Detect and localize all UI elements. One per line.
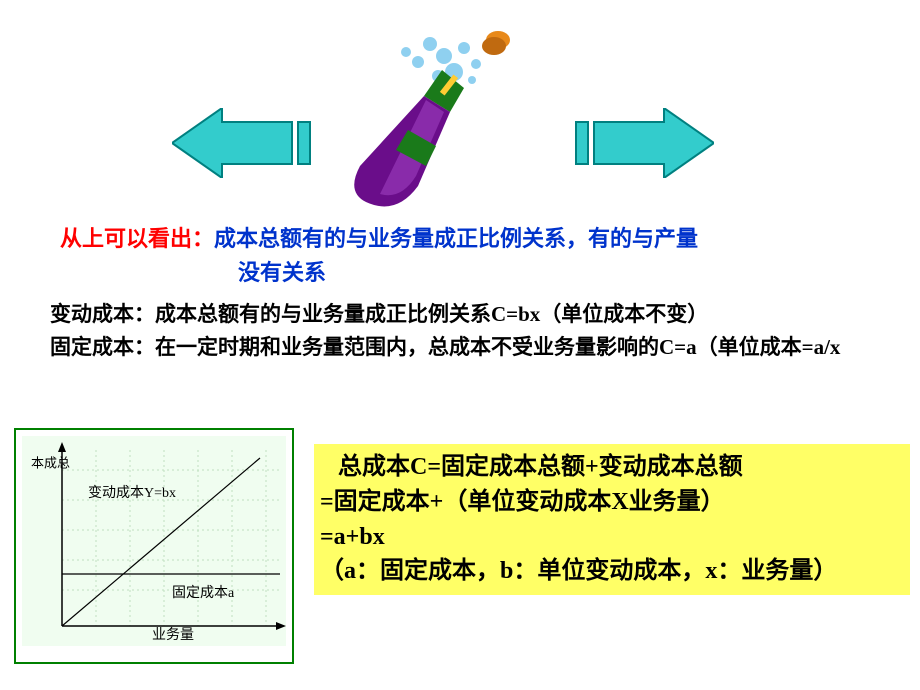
cork-shadow xyxy=(482,37,506,55)
chart-fixed-label: 固定成本a xyxy=(172,582,234,602)
summary-text: 从上可以看出：成本总额有的与业务量成正比例关系，有的与产量 没有关系 xyxy=(60,222,860,290)
y-axis-arrow xyxy=(58,442,66,452)
arrow-right-icon xyxy=(564,108,714,178)
chart-x-label: 业务量 xyxy=(152,624,194,644)
formula-line-1: 总成本C=固定成本总额+变动成本总额 xyxy=(320,450,904,485)
arrow-left-tail xyxy=(298,122,310,164)
x-axis-arrow xyxy=(276,622,286,630)
chart-y-label: 总成本 xyxy=(30,456,69,469)
formula-box: 总成本C=固定成本总额+变动成本总额 =固定成本+（单位变动成本X业务量） =a… xyxy=(314,444,910,595)
arrow-left-icon xyxy=(172,108,322,178)
summary-line-a: 成本总额有的与业务量成正比例关系，有的与产量 xyxy=(214,226,698,251)
summary-prefix: 从上可以看出： xyxy=(60,226,214,251)
formula-line-2: =固定成本+（单位变动成本X业务量） xyxy=(320,485,904,520)
arrow-right-shape xyxy=(594,108,714,178)
chart-variable-label: 变动成本Y=bx xyxy=(88,482,176,502)
formula-line-4: （a：固定成本，b：单位变动成本，x：业务量） xyxy=(320,554,904,589)
top-graphic-row xyxy=(0,22,920,212)
summary-line-b: 没有关系 xyxy=(238,260,326,285)
chart-plot-area: 总成本 变动成本Y=bx 固定成本a 业务量 xyxy=(22,436,286,646)
variable-cost-def: 变动成本：成本总额有的与业务量成正比例关系C=bx（单位成本不变） xyxy=(50,298,880,331)
chart-grid xyxy=(62,450,280,626)
chart-svg xyxy=(26,440,288,646)
arrow-left-shape xyxy=(172,108,292,178)
definitions-text: 变动成本：成本总额有的与业务量成正比例关系C=bx（单位成本不变） 固定成本：在… xyxy=(50,298,880,363)
fixed-cost-def: 固定成本：在一定时期和业务量范围内，总成本不受业务量影响的C=a（单位成本=a/… xyxy=(50,331,880,364)
cost-chart: 总成本 变动成本Y=bx 固定成本a 业务量 xyxy=(14,428,294,664)
formula-line-3: =a+bx xyxy=(320,520,904,555)
bottle-icon xyxy=(346,26,522,210)
arrow-right-tail xyxy=(576,122,588,164)
